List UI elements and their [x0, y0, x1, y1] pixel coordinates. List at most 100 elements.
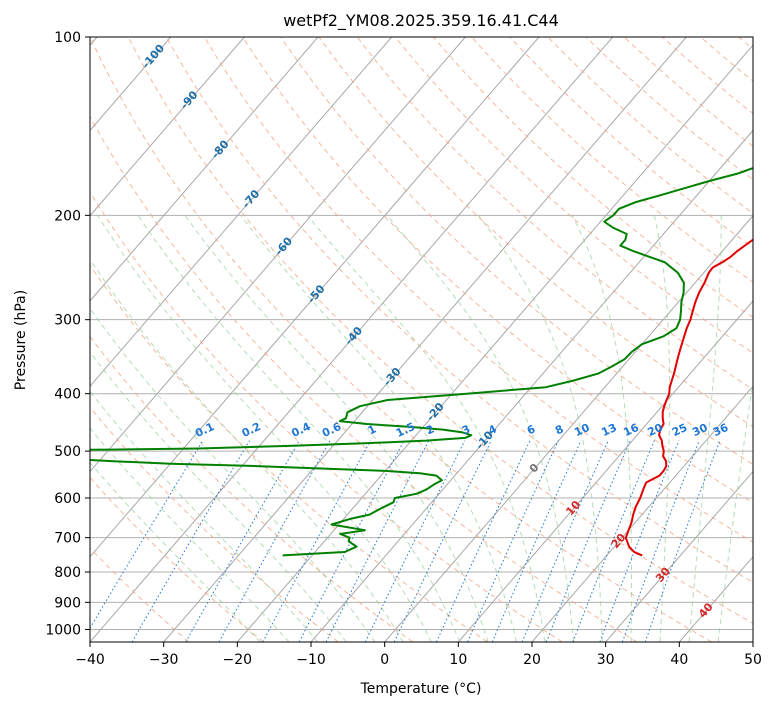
- isotherm-line: [457, 300, 753, 642]
- isotherm-line: [531, 385, 753, 642]
- moist-adiabat: [137, 215, 461, 642]
- plot-area: 0.1 0.2 0.4 0.6 1 1.5 2 3 4 6 8 10 13 16 20 25 30 36-100-…: [90, 37, 753, 642]
- chart-title: wetPf2_YM08.2025.359.16.41.C44: [283, 11, 559, 31]
- mixing-ratio-line: [131, 440, 250, 642]
- y-tick-label: 200: [54, 208, 81, 224]
- mixing-ratio-line: [491, 440, 582, 642]
- isotherm-line: [236, 44, 753, 642]
- x-axis-label: Temperature (°C): [360, 681, 482, 697]
- moist-adiabat: [653, 215, 671, 642]
- moist-adiabat: [90, 307, 376, 642]
- x-tick-label: 30: [597, 652, 615, 668]
- mixing-ratio-line: [621, 440, 700, 642]
- mixing-ratio-label: 16: [621, 421, 641, 439]
- moist-adiabat: [90, 351, 347, 642]
- isotherm-line: [90, 37, 245, 217]
- mixing-ratio-line: [572, 440, 655, 642]
- mixing-ratio-line: [364, 440, 466, 642]
- y-tick-label: 800: [54, 565, 81, 581]
- x-axis: −40 −30 −20 −10 0 10 20 30 40 50: [75, 642, 762, 668]
- mixing-ratio-line: [325, 440, 430, 642]
- series-group: [90, 166, 753, 557]
- dry-adiabat: [585, 37, 753, 181]
- mixing-ratio-line: [218, 440, 331, 642]
- mixing-ratio-label: 36: [711, 421, 731, 439]
- dry-adiabat: [623, 37, 753, 147]
- moist-adiabat: [97, 215, 432, 642]
- y-tick-label: 1000: [45, 622, 81, 638]
- isotherm-line: [384, 214, 753, 642]
- x-tick-label: −40: [75, 652, 105, 668]
- dry-adiabat: [509, 37, 753, 249]
- mixing-ratio-label: 25: [670, 421, 689, 439]
- x-tick-label: 0: [380, 652, 389, 668]
- moist-adiabat: [90, 390, 319, 642]
- x-tick-label: 20: [523, 652, 541, 668]
- y-tick-label: 100: [54, 30, 81, 46]
- y-tick-label: 300: [54, 313, 81, 329]
- y-tick-label: 700: [54, 531, 81, 547]
- mixing-ratio-lines: [90, 440, 721, 642]
- mixing-ratio-label: 10: [572, 421, 592, 439]
- isotherm-line: [90, 37, 393, 387]
- y-tick-label: 400: [54, 387, 81, 403]
- mixing-ratio-label: 20: [646, 421, 666, 439]
- y-tick-label: 600: [54, 491, 81, 507]
- dry-adiabat: [165, 37, 753, 583]
- dry-adiabat: [394, 37, 753, 354]
- mixing-ratio-line: [644, 440, 721, 642]
- dry-adiabat: [471, 37, 753, 283]
- dry-adiabat: [90, 37, 712, 642]
- mixing-ratio-line: [298, 440, 405, 642]
- moist-adiabat: [386, 214, 575, 642]
- moist-adiabat: [240, 214, 517, 642]
- x-tick-label: −30: [149, 652, 179, 668]
- moist-adiabat: [571, 215, 632, 642]
- y-tick-label: 900: [54, 595, 81, 611]
- moist-adiabat: [717, 377, 753, 642]
- isotherm-line: [90, 37, 319, 302]
- mixing-ratio-line: [393, 440, 492, 642]
- isotherm-line: [605, 470, 753, 642]
- moist-adiabat: [90, 461, 261, 642]
- moist-adiabat: [688, 215, 722, 642]
- mixing-ratio-line: [521, 440, 609, 642]
- mixing-ratio-line: [545, 440, 631, 642]
- x-tick-label: 10: [449, 652, 467, 668]
- mixing-ratio-label: 30: [690, 421, 710, 439]
- y-axis: 1000 900 800 700 600 500 400 300 200 100: [45, 30, 90, 638]
- moist-adiabat: [477, 214, 603, 642]
- mixing-ratio-label: 13: [599, 421, 618, 439]
- dewpoint-line: [90, 166, 753, 557]
- dry-adiabat: [356, 37, 753, 391]
- temperature-line: [624, 238, 753, 557]
- moist-adiabat: [90, 427, 290, 642]
- x-tick-label: −10: [296, 652, 326, 668]
- dry-adiabat: [280, 37, 753, 465]
- mixing-ratio-line: [262, 440, 371, 642]
- y-axis-label: Pressure (hPa): [13, 290, 29, 390]
- background-lines: [90, 37, 753, 642]
- mixing-ratio-line: [90, 440, 204, 630]
- isotherm-line: [90, 37, 466, 473]
- dry-adiabat: [242, 37, 753, 504]
- isotherm-line: [90, 37, 614, 642]
- dry-adiabat: [90, 335, 414, 642]
- dry-adiabat: [318, 37, 753, 428]
- dry-adiabat: [127, 37, 753, 624]
- dry-adiabat: [204, 37, 753, 543]
- dry-adiabat: [90, 115, 638, 642]
- y-tick-label: 500: [54, 444, 81, 460]
- plot-frame: [89, 36, 754, 643]
- x-tick-label: 50: [744, 652, 762, 668]
- isotherm-line: [163, 37, 687, 642]
- mixing-ratio-line: [185, 440, 300, 642]
- dry-adiabat: [547, 37, 753, 214]
- x-tick-label: 40: [670, 652, 688, 668]
- dry-adiabat: [90, 406, 339, 642]
- isotherm-line: [90, 37, 540, 558]
- moist-adiabat: [306, 214, 546, 642]
- moist-adiabat: [90, 258, 404, 642]
